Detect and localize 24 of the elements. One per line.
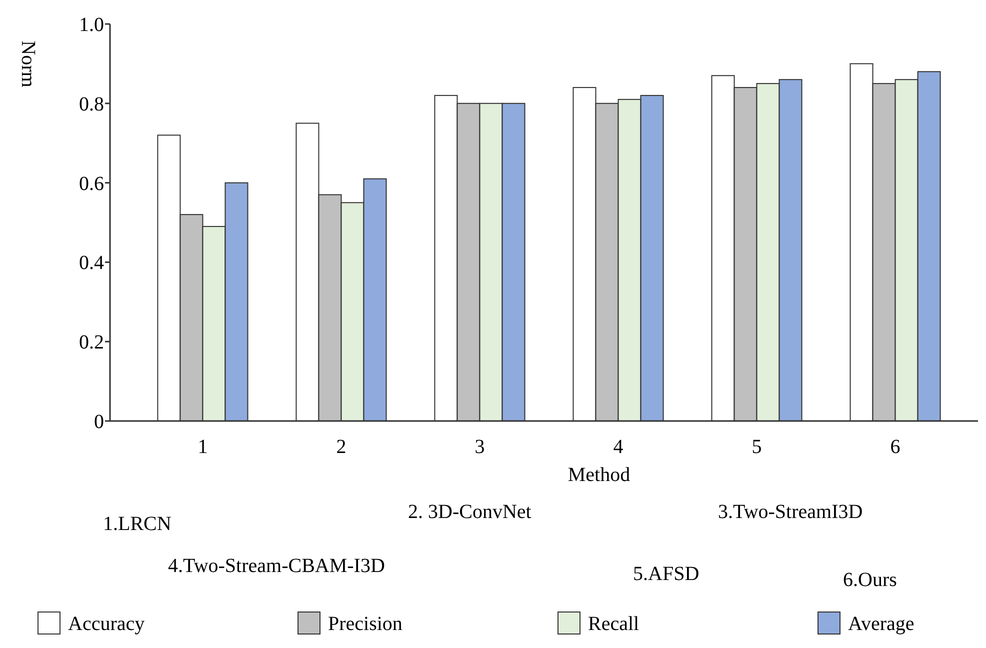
x-tick-label: 1 [198, 436, 208, 458]
text: 4.Two-Stream-CBAM-I3D [168, 555, 385, 577]
x-axis-title: Method [568, 464, 630, 486]
legend-label: Precision [328, 613, 402, 635]
y-tick-label: 1.0 [79, 14, 104, 36]
text: 2. 3D-ConvNet [408, 501, 532, 523]
y-tick-label: 0.6 [79, 172, 104, 195]
x-tick-label: 3 [474, 436, 485, 458]
y-tick-label: 0.8 [79, 93, 104, 116]
x-tick-label: 5 [752, 436, 762, 458]
text: 1.LRCN [103, 513, 172, 535]
legend-label: Average [848, 613, 914, 635]
text: 6.Ours [843, 569, 898, 591]
legend-label: Recall [588, 613, 640, 635]
x-tick-label: 6 [890, 436, 900, 458]
text: 3.Two-StreamI3D [718, 501, 863, 523]
text: 5.AFSD [633, 563, 700, 585]
y-tick-label: 0 [94, 411, 104, 433]
x-tick-label: 2 [336, 436, 346, 458]
legend-label: Accuracy [68, 613, 145, 635]
y-tick-label: 0.2 [79, 332, 104, 354]
x-tick-label: 4 [613, 436, 624, 458]
y-tick-label: 0.4 [79, 252, 104, 274]
y-axis-title: Norm [17, 40, 39, 88]
